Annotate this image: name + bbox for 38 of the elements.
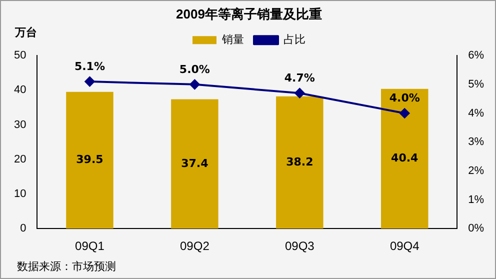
- y2-tick-label: 2%: [468, 164, 484, 177]
- bar: [276, 96, 324, 229]
- y-tick-label: 20: [14, 153, 26, 166]
- bar: [381, 88, 428, 229]
- bar: [171, 99, 218, 229]
- source-note: 数据来源：市场预测: [17, 259, 116, 274]
- x-tick-label: 09Q4: [390, 239, 420, 254]
- point: [294, 88, 305, 98]
- data-label: 4.7%: [284, 71, 315, 84]
- x-tick-label: 09Q3: [284, 239, 315, 254]
- y-tick-label: 50: [14, 50, 26, 62]
- y-tick-label: 10: [14, 188, 26, 200]
- data-label: 40.4: [391, 152, 419, 165]
- data-label: 37.4: [181, 156, 209, 170]
- chart-title: 2009年等离子销量及比重: [176, 6, 322, 22]
- data-label: 5.1%: [74, 60, 105, 73]
- x-tick-label: 09Q1: [75, 239, 105, 254]
- y-tick-label: 40: [14, 84, 26, 96]
- y2-tick-label: 3%: [468, 136, 484, 148]
- y2-tick-label: 4%: [468, 107, 484, 120]
- y2-tick-label: 1%: [468, 194, 484, 206]
- data-label: 38.2: [286, 155, 314, 168]
- y2-tick-label: 0%: [468, 222, 484, 235]
- x-tick-label: 09Q2: [180, 239, 210, 254]
- data-label: 39.5: [76, 153, 104, 166]
- y2-tick-label: 6%: [468, 50, 484, 62]
- point: [400, 108, 410, 118]
- data-label: 4.0%: [389, 92, 420, 105]
- y-tick-label: 30: [14, 118, 26, 131]
- y-axis-title: 万台: [15, 25, 37, 40]
- y2-tick-label: 5%: [468, 78, 484, 90]
- point: [190, 79, 200, 90]
- legend-label: 销量: [221, 34, 244, 46]
- y-tick-label: 0: [20, 222, 26, 235]
- legend-label: 占比: [284, 33, 306, 46]
- data-label: 5.0%: [179, 62, 210, 76]
- bar: [66, 92, 114, 229]
- point: [84, 76, 95, 87]
